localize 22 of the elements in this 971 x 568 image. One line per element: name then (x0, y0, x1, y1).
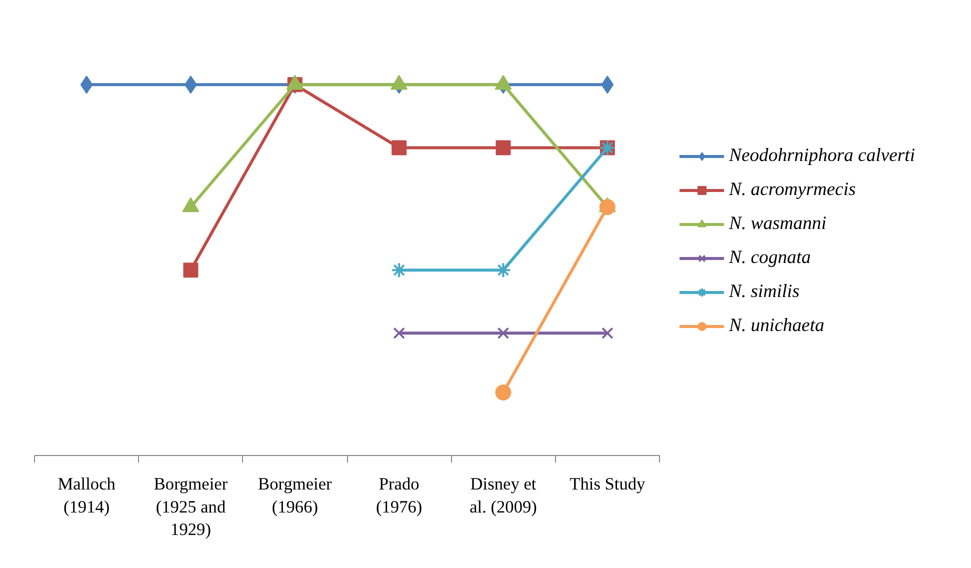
x-tick-label: Borgmeier (1966) (258, 474, 332, 516)
point (495, 384, 512, 400)
legend-label: N. wasmanni (729, 213, 826, 235)
point (393, 327, 406, 340)
point (497, 327, 510, 340)
legend-label: N. similis (729, 281, 800, 303)
point (601, 327, 614, 340)
point (392, 140, 407, 156)
x-tick-label: Malloch (1914) (58, 474, 116, 516)
legend-label: N. unichaeta (729, 315, 824, 337)
legend-label: N. acromyrmecis (729, 179, 856, 201)
point (496, 140, 511, 156)
point (601, 76, 614, 94)
x-tick-label: Borgmeier (1925 and 1929) (154, 474, 228, 540)
point (80, 76, 93, 94)
x-tick-label: This Study (570, 474, 646, 494)
x-tick-label: Disney et al. (2009) (470, 474, 538, 516)
x-tick-label: Prado (1976) (376, 474, 422, 516)
legend-label: N. cognata (729, 247, 811, 269)
legend-label: Neodohrniphora calverti (729, 145, 916, 167)
point (183, 262, 198, 278)
point (599, 199, 616, 216)
